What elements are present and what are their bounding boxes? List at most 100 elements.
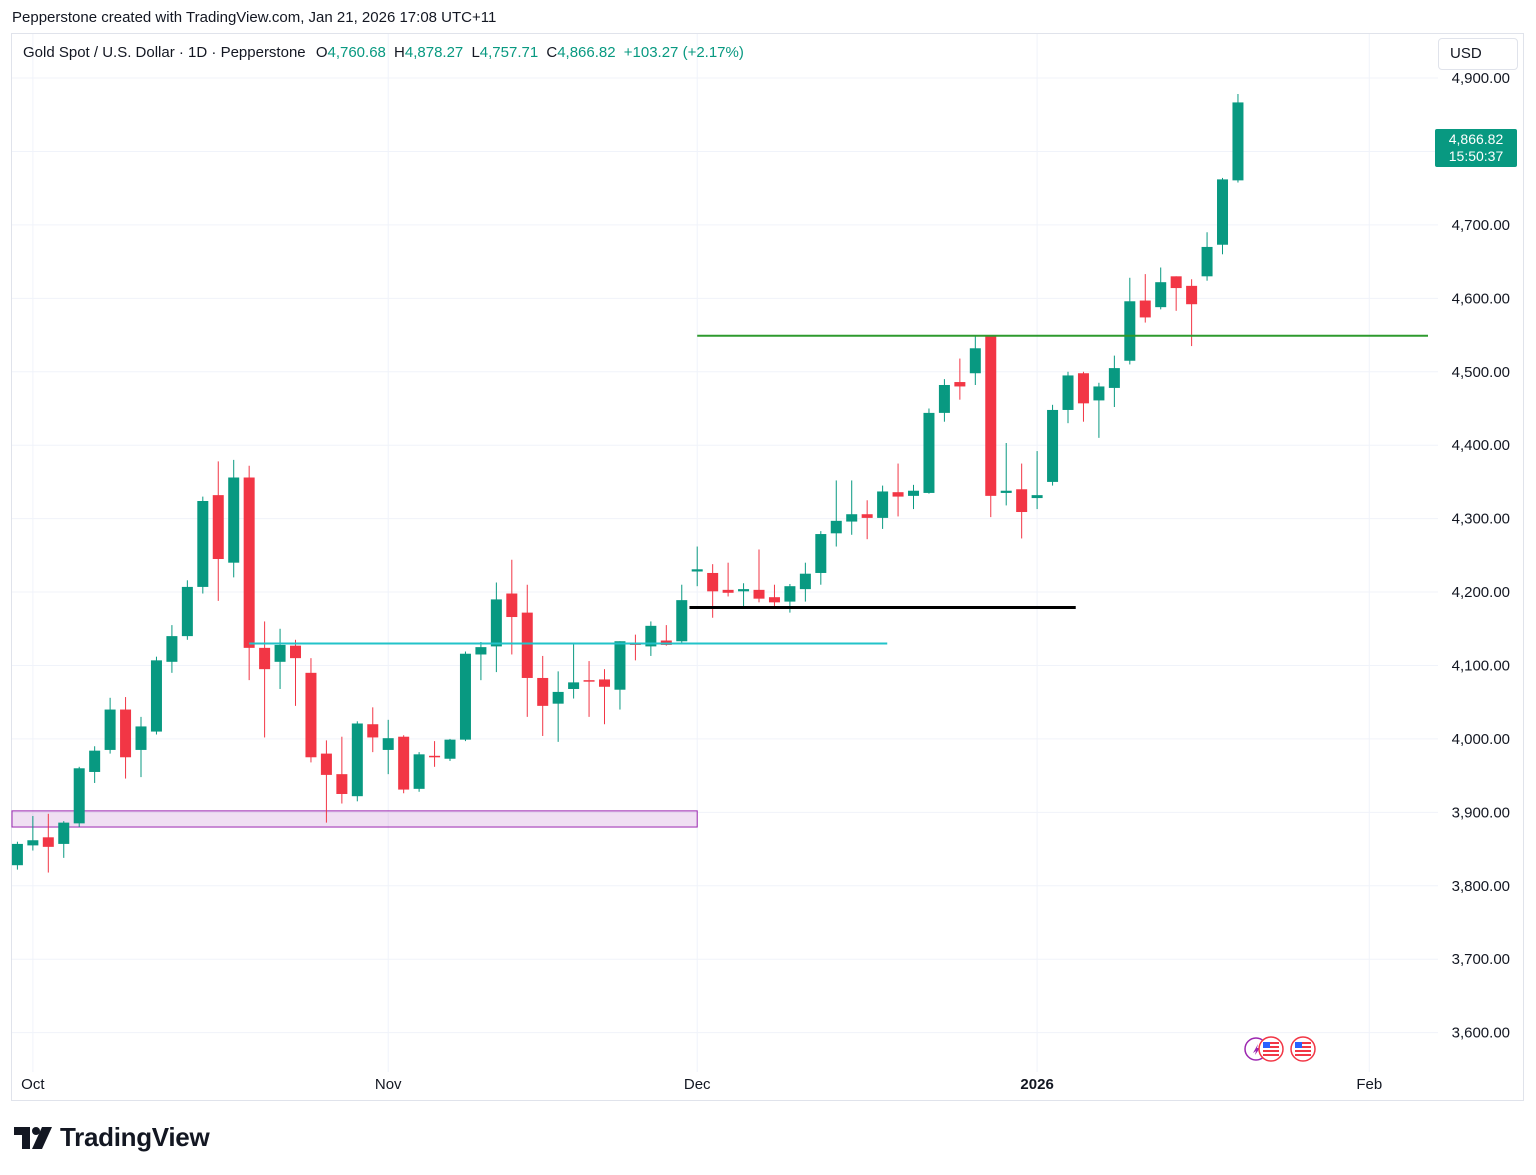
- event-icons: [1244, 1036, 1316, 1062]
- candle-up: [11, 841, 23, 870]
- candle-body: [537, 677, 549, 706]
- high-label: H: [394, 44, 405, 61]
- candle-up: [614, 641, 626, 710]
- candle-up: [846, 480, 858, 535]
- candle-up: [830, 480, 842, 547]
- candle-body: [150, 660, 162, 732]
- tradingview-wordmark: TradingView: [60, 1122, 210, 1152]
- candle-up: [1047, 404, 1059, 486]
- candle-body: [73, 768, 85, 824]
- candle-body: [923, 412, 935, 493]
- candle-body: [707, 572, 719, 592]
- candle-up: [552, 671, 564, 742]
- candle-up: [490, 582, 502, 673]
- candle-up: [382, 719, 394, 775]
- candle-body: [197, 501, 209, 587]
- y-axis-tick-label: 4,200.00: [1452, 584, 1510, 601]
- candle-body: [1108, 368, 1120, 388]
- candles-layer: [11, 94, 1244, 873]
- candle-body: [1186, 285, 1198, 305]
- candle-down: [506, 559, 518, 655]
- candle-body: [938, 384, 950, 413]
- candle-body: [1170, 276, 1182, 289]
- candle-body: [1077, 373, 1089, 404]
- candle-up: [459, 651, 471, 742]
- candle-up: [1155, 267, 1167, 310]
- candle-down: [1139, 274, 1151, 323]
- candle-up: [676, 584, 688, 643]
- y-axis-tick-label: 3,600.00: [1452, 1025, 1510, 1042]
- y-axis-tick-label: 4,100.00: [1452, 657, 1510, 674]
- candle-up: [568, 643, 580, 699]
- change-value: +103.27 (+2.17%): [623, 44, 744, 61]
- candle-body: [1217, 179, 1229, 245]
- candle-body: [336, 774, 348, 794]
- candle-body: [398, 736, 410, 790]
- candle-body: [830, 520, 842, 534]
- candle-down: [290, 639, 302, 706]
- candle-down: [367, 707, 379, 753]
- bar-countdown: 15:50:37: [1448, 148, 1504, 164]
- candle-body: [1062, 375, 1074, 410]
- candle-up: [1232, 94, 1244, 183]
- candle-down: [1016, 463, 1028, 539]
- candle-up: [969, 335, 981, 385]
- candle-down: [768, 584, 780, 607]
- candle-down: [305, 658, 317, 763]
- candle-up: [1093, 382, 1105, 438]
- candle-body: [490, 599, 502, 647]
- candle-body: [768, 597, 780, 603]
- high-value: 4,878.27: [404, 44, 464, 61]
- candle-body: [985, 335, 997, 496]
- candle-body: [568, 682, 580, 689]
- candle-down: [537, 655, 549, 736]
- candle-body: [1155, 282, 1167, 308]
- candle-body: [722, 589, 734, 593]
- tradingview-logo[interactable]: TradingView: [14, 1122, 210, 1153]
- us-flag-icon[interactable]: [1258, 1036, 1284, 1062]
- x-axis-tick-label: 2026: [1020, 1076, 1053, 1093]
- candle-body: [599, 679, 611, 687]
- candle-body: [1201, 246, 1213, 277]
- candle-down: [212, 461, 224, 601]
- candle-down: [259, 621, 271, 738]
- candle-up: [413, 752, 425, 792]
- candle-up: [197, 496, 209, 594]
- y-axis-tick-label: 4,400.00: [1452, 437, 1510, 454]
- candle-down: [398, 735, 410, 794]
- candle-up: [1031, 451, 1043, 510]
- candle-up: [938, 379, 950, 422]
- candle-body: [784, 586, 796, 602]
- candle-down: [42, 813, 54, 873]
- candle-down: [120, 697, 132, 779]
- chart-frame: [11, 33, 1524, 1101]
- candle-up: [815, 531, 827, 585]
- candle-body: [1000, 490, 1012, 493]
- candle-down: [861, 500, 873, 540]
- candle-down: [243, 465, 255, 681]
- candle-body: [367, 724, 379, 738]
- us-flag-icon[interactable]: [1290, 1036, 1316, 1062]
- open-value: 4,760.68: [327, 44, 386, 61]
- candle-body: [1093, 386, 1105, 401]
- candle-up: [150, 656, 162, 735]
- y-axis-tick-label: 3,900.00: [1452, 804, 1510, 821]
- candle-down: [753, 549, 765, 603]
- currency-button[interactable]: USD: [1438, 38, 1518, 70]
- horizontal-lines-layer: [249, 334, 1428, 645]
- candle-up: [877, 485, 889, 529]
- candle-up: [1217, 177, 1229, 255]
- zone-layer: [11, 810, 698, 828]
- candle-down: [985, 335, 997, 518]
- candle-down: [336, 736, 348, 804]
- close-value: 4,866.82: [557, 44, 616, 61]
- candle-down: [1077, 371, 1089, 422]
- candle-down: [1170, 276, 1182, 311]
- candle-down: [954, 358, 966, 400]
- y-axis-tick-label: 4,000.00: [1452, 731, 1510, 748]
- candle-body: [11, 843, 23, 866]
- candle-body: [42, 837, 54, 847]
- candle-body: [429, 755, 441, 758]
- candle-body: [89, 750, 101, 772]
